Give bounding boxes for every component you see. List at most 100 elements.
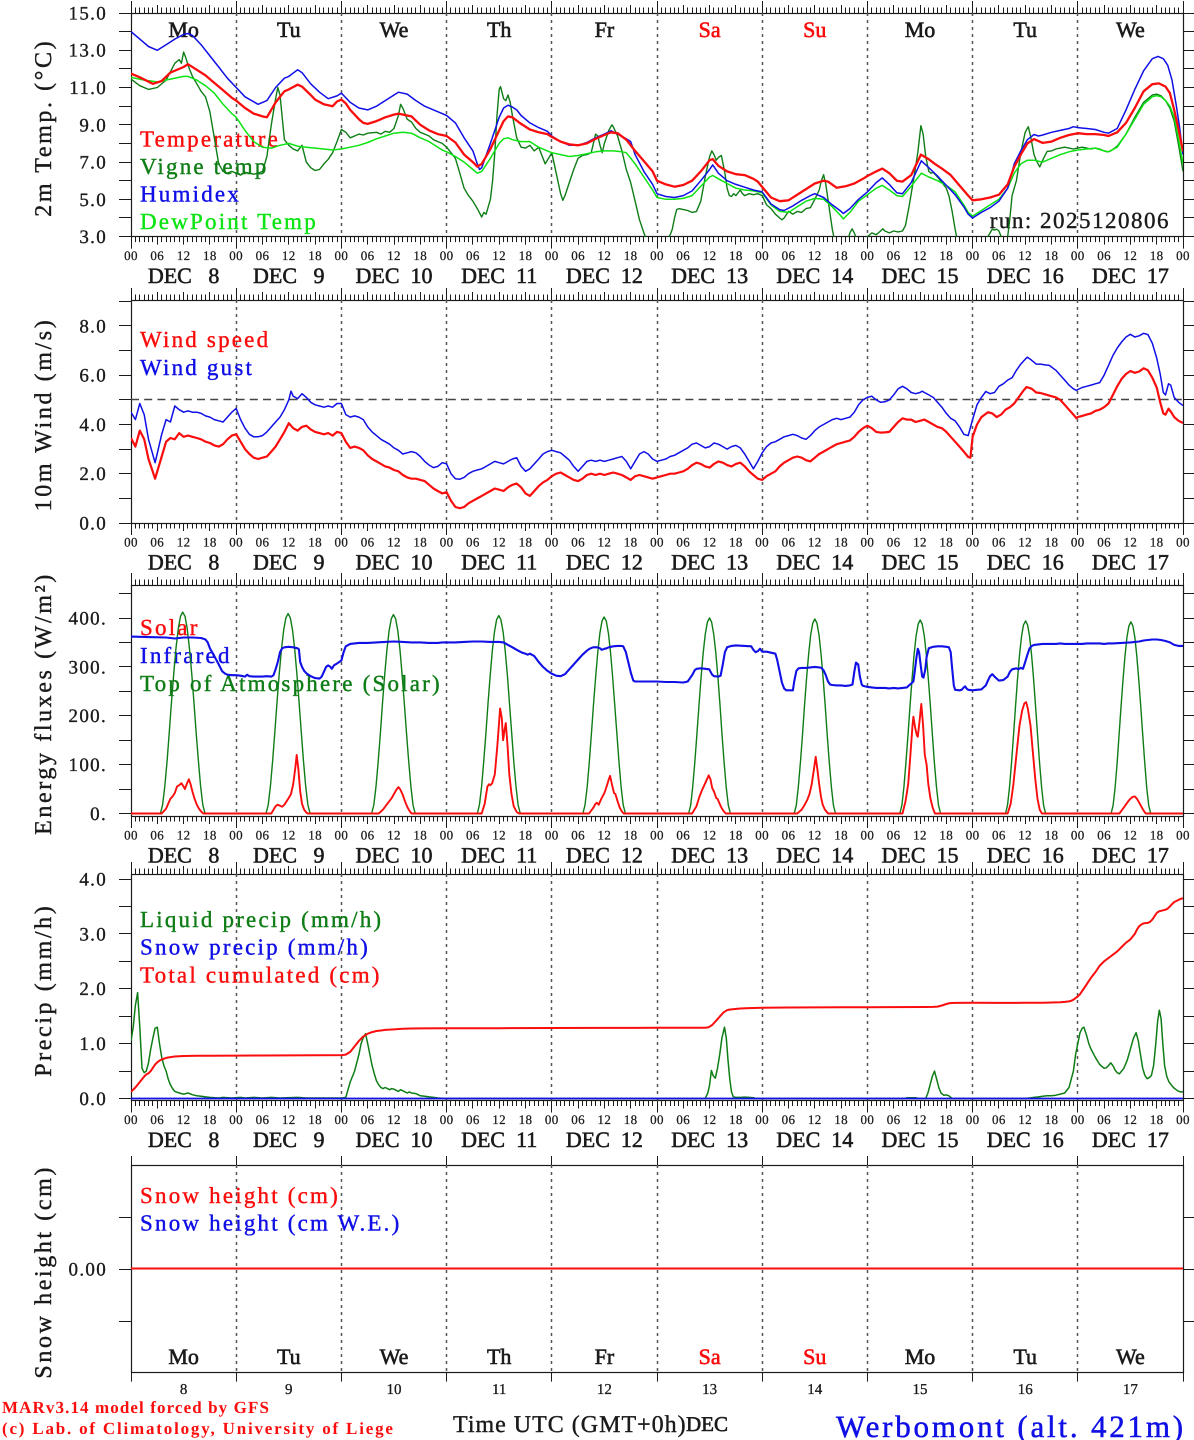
svg-text:DEC 10: DEC 10	[356, 843, 433, 868]
svg-text:00: 00	[440, 248, 454, 263]
svg-text:Precip (mm/h): Precip (mm/h)	[31, 904, 57, 1077]
svg-text:Mo: Mo	[905, 1344, 936, 1369]
svg-text:7.0: 7.0	[79, 153, 107, 174]
svg-text:DEC 16: DEC 16	[987, 1127, 1064, 1152]
svg-text:12: 12	[1018, 248, 1032, 263]
svg-text:4.0: 4.0	[79, 415, 107, 436]
svg-text:DEC 17: DEC 17	[1092, 550, 1169, 575]
svg-text:12: 12	[808, 248, 822, 263]
svg-text:Mo: Mo	[905, 17, 936, 42]
svg-text:12: 12	[1123, 248, 1137, 263]
svg-text:Snow height (cm): Snow height (cm)	[31, 1165, 57, 1379]
svg-text:06: 06	[992, 1112, 1006, 1127]
svg-text:18: 18	[203, 248, 217, 263]
svg-text:8.0: 8.0	[79, 316, 107, 337]
svg-text:200.: 200.	[69, 706, 107, 727]
svg-text:18: 18	[413, 1112, 427, 1127]
svg-text:DewPoint Temp: DewPoint Temp	[140, 209, 318, 234]
svg-text:DEC 13: DEC 13	[671, 843, 748, 868]
svg-text:00: 00	[755, 828, 769, 843]
svg-text:00: 00	[860, 828, 874, 843]
svg-text:DEC 15: DEC 15	[882, 263, 959, 288]
svg-text:Energy fluxes (W/m²): Energy fluxes (W/m²)	[31, 572, 57, 835]
svg-text:12: 12	[1018, 535, 1032, 550]
svg-text:00: 00	[755, 1112, 769, 1127]
svg-text:0.: 0.	[90, 804, 107, 825]
svg-text:12: 12	[492, 1112, 506, 1127]
svg-text:00: 00	[229, 248, 243, 263]
svg-text:DEC 16: DEC 16	[987, 843, 1064, 868]
svg-text:8: 8	[180, 1382, 188, 1398]
svg-text:DEC 10: DEC 10	[356, 1127, 433, 1152]
svg-text:00: 00	[334, 828, 348, 843]
svg-text:Humidex: Humidex	[140, 182, 241, 207]
svg-text:1.0: 1.0	[79, 1034, 107, 1055]
svg-text:12: 12	[808, 828, 822, 843]
svg-text:12: 12	[913, 248, 927, 263]
svg-text:12: 12	[387, 828, 401, 843]
svg-text:18: 18	[1045, 1112, 1059, 1127]
svg-text:4.0: 4.0	[79, 870, 107, 891]
svg-text:12: 12	[177, 828, 191, 843]
svg-text:Fr: Fr	[595, 17, 615, 42]
svg-text:18: 18	[519, 828, 533, 843]
svg-text:DEC 10: DEC 10	[356, 263, 433, 288]
svg-text:Total cumulated (cm): Total cumulated (cm)	[140, 962, 382, 987]
svg-text:Tu: Tu	[1013, 1344, 1037, 1369]
svg-text:3.0: 3.0	[79, 227, 107, 248]
svg-text:16: 16	[1018, 1382, 1034, 1398]
svg-text:Wind speed: Wind speed	[140, 327, 270, 352]
svg-text:We: We	[1116, 17, 1145, 42]
svg-text:Wind gust: Wind gust	[140, 355, 254, 380]
svg-text:06: 06	[887, 1112, 901, 1127]
svg-text:Tu: Tu	[1013, 17, 1037, 42]
svg-text:10m Wind (m/s): 10m Wind (m/s)	[31, 318, 57, 512]
svg-text:We: We	[380, 17, 409, 42]
svg-text:00: 00	[650, 1112, 664, 1127]
svg-text:Time UTC (GMT+0h): Time UTC (GMT+0h)	[453, 1412, 687, 1438]
svg-text:We: We	[1116, 1344, 1145, 1369]
svg-text:18: 18	[413, 828, 427, 843]
svg-text:400.: 400.	[69, 609, 107, 630]
svg-text:00: 00	[1176, 535, 1190, 550]
svg-text:17: 17	[1123, 1382, 1139, 1398]
svg-text:12: 12	[177, 535, 191, 550]
svg-text:00: 00	[229, 535, 243, 550]
svg-text:0.00: 0.00	[69, 1260, 107, 1281]
svg-text:06: 06	[466, 828, 480, 843]
svg-text:12: 12	[492, 248, 506, 263]
svg-text:DEC 13: DEC 13	[671, 263, 748, 288]
svg-text:Snow height (cm W.E.): Snow height (cm W.E.)	[140, 1210, 402, 1235]
svg-text:DEC 8: DEC 8	[148, 1127, 220, 1152]
svg-text:00: 00	[1176, 1112, 1190, 1127]
svg-text:00: 00	[966, 828, 980, 843]
svg-text:12: 12	[703, 535, 717, 550]
svg-text:06: 06	[150, 535, 164, 550]
svg-text:18: 18	[939, 828, 953, 843]
svg-text:06: 06	[150, 828, 164, 843]
svg-text:6.0: 6.0	[79, 366, 107, 387]
svg-text:18: 18	[519, 1112, 533, 1127]
svg-text:00: 00	[229, 1112, 243, 1127]
svg-text:00: 00	[440, 1112, 454, 1127]
svg-text:06: 06	[992, 535, 1006, 550]
svg-text:Su: Su	[803, 17, 826, 42]
svg-text:06: 06	[782, 828, 796, 843]
svg-text:DEC 12: DEC 12	[566, 1127, 643, 1152]
svg-text:12: 12	[387, 248, 401, 263]
svg-text:00: 00	[440, 828, 454, 843]
svg-text:00: 00	[229, 828, 243, 843]
svg-text:12: 12	[177, 248, 191, 263]
svg-text:06: 06	[361, 535, 375, 550]
svg-text:06: 06	[992, 828, 1006, 843]
svg-text:DEC 11: DEC 11	[461, 843, 537, 868]
svg-text:18: 18	[413, 248, 427, 263]
svg-text:Th: Th	[487, 1344, 511, 1369]
svg-text:9.0: 9.0	[79, 115, 107, 136]
svg-text:06: 06	[1097, 248, 1111, 263]
svg-text:06: 06	[361, 248, 375, 263]
svg-text:3.0: 3.0	[79, 924, 107, 945]
svg-text:18: 18	[308, 828, 322, 843]
svg-text:18: 18	[1150, 828, 1164, 843]
svg-text:DEC 13: DEC 13	[671, 1127, 748, 1152]
